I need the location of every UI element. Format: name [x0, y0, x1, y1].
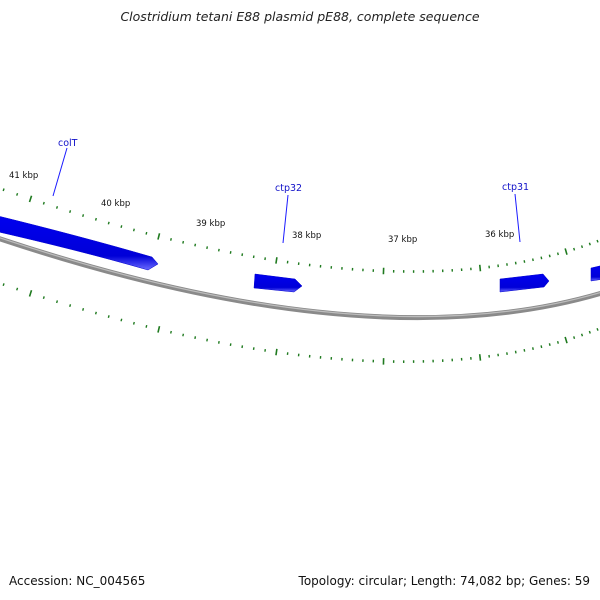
topology-info: Topology: circular; Length: 74,082 bp; G… [298, 574, 590, 588]
minor-tick [556, 252, 559, 256]
gene-colT[interactable] [0, 214, 159, 271]
leader-line-colT [52, 147, 68, 197]
minor-tick [94, 311, 97, 315]
minor-tick [217, 248, 220, 252]
scale-label-36: 36 kbp [485, 230, 514, 240]
gene-arrow-ctp32[interactable] [253, 273, 303, 293]
major-tick [275, 348, 278, 356]
scale-label-39: 39 kbp [196, 219, 225, 229]
major-tick [28, 195, 33, 203]
minor-tick [573, 336, 576, 340]
major-tick [564, 248, 568, 255]
minor-tick [548, 343, 551, 347]
leader-line-ctp32 [282, 194, 289, 244]
plasmid-backbone-highlight [0, 237, 600, 318]
gene-ctp31[interactable] [499, 273, 550, 293]
minor-tick [82, 214, 85, 217]
scale-label-38: 38 kbp [292, 231, 321, 241]
accession-text: Accession: NC_004565 [9, 574, 146, 588]
minor-tick [132, 321, 135, 325]
minor-tick [132, 228, 135, 232]
minor-tick [55, 300, 59, 304]
minor-tick [217, 340, 220, 344]
inner-scale-ticks [2, 283, 599, 365]
scale-label-41: 41 kbp [9, 171, 38, 181]
minor-tick [55, 206, 59, 209]
scale-label-37: 37 kbp [388, 235, 417, 245]
minor-tick [194, 336, 197, 340]
major-tick [157, 326, 161, 333]
minor-tick [548, 254, 551, 258]
minor-tick [588, 242, 591, 246]
major-tick [275, 257, 278, 264]
leader-line-ctp31 [514, 193, 521, 243]
minor-tick [145, 324, 148, 328]
minor-tick [531, 347, 534, 351]
minor-tick [596, 239, 599, 243]
minor-tick [194, 243, 197, 247]
minor-tick [107, 315, 110, 319]
minor-tick [523, 348, 526, 352]
major-tick [478, 354, 482, 361]
minor-tick [596, 327, 599, 331]
minor-tick [540, 345, 543, 349]
minor-tick [16, 287, 19, 291]
minor-tick [588, 330, 591, 334]
minor-tick [580, 333, 584, 337]
minor-tick [170, 330, 172, 334]
major-tick [28, 290, 33, 297]
minor-tick [573, 247, 576, 251]
minor-tick [556, 340, 559, 344]
scale-label-40: 40 kbp [101, 199, 130, 209]
minor-tick [120, 318, 123, 322]
major-tick [478, 264, 482, 272]
minor-tick [2, 283, 5, 287]
major-tick [157, 233, 161, 240]
minor-tick [94, 217, 97, 221]
plasmid-backbone [0, 236, 600, 321]
minor-tick [69, 210, 72, 214]
minor-tick [206, 246, 209, 250]
minor-tick [42, 201, 45, 205]
minor-tick [42, 296, 45, 300]
gene-arrow-ctp31[interactable] [499, 273, 550, 293]
minor-tick [107, 221, 110, 225]
gene-label-ctp32: ctp32 [275, 183, 302, 194]
minor-tick [2, 188, 5, 192]
gene-label-colT: colT [58, 138, 78, 149]
minor-tick [120, 225, 123, 229]
gene-ctp32[interactable] [253, 273, 303, 293]
minor-tick [69, 304, 72, 308]
gene-arrow-colT[interactable] [0, 214, 159, 271]
map-title: Clostridium tetani E88 plasmid pE88, com… [120, 9, 480, 24]
gene-partial-right[interactable] [590, 265, 600, 282]
minor-tick [182, 240, 185, 244]
minor-tick [580, 245, 584, 249]
minor-tick [16, 192, 19, 196]
major-tick [564, 336, 568, 344]
outer-scale-ticks [2, 188, 599, 275]
minor-tick [169, 238, 172, 241]
minor-tick [182, 333, 185, 337]
gene-label-ctp31: ctp31 [502, 182, 529, 193]
minor-tick [206, 338, 209, 342]
gene-arrow-partial[interactable] [590, 265, 600, 282]
minor-tick [145, 231, 148, 235]
minor-tick [540, 256, 543, 260]
minor-tick [531, 258, 534, 262]
minor-tick [82, 307, 85, 311]
